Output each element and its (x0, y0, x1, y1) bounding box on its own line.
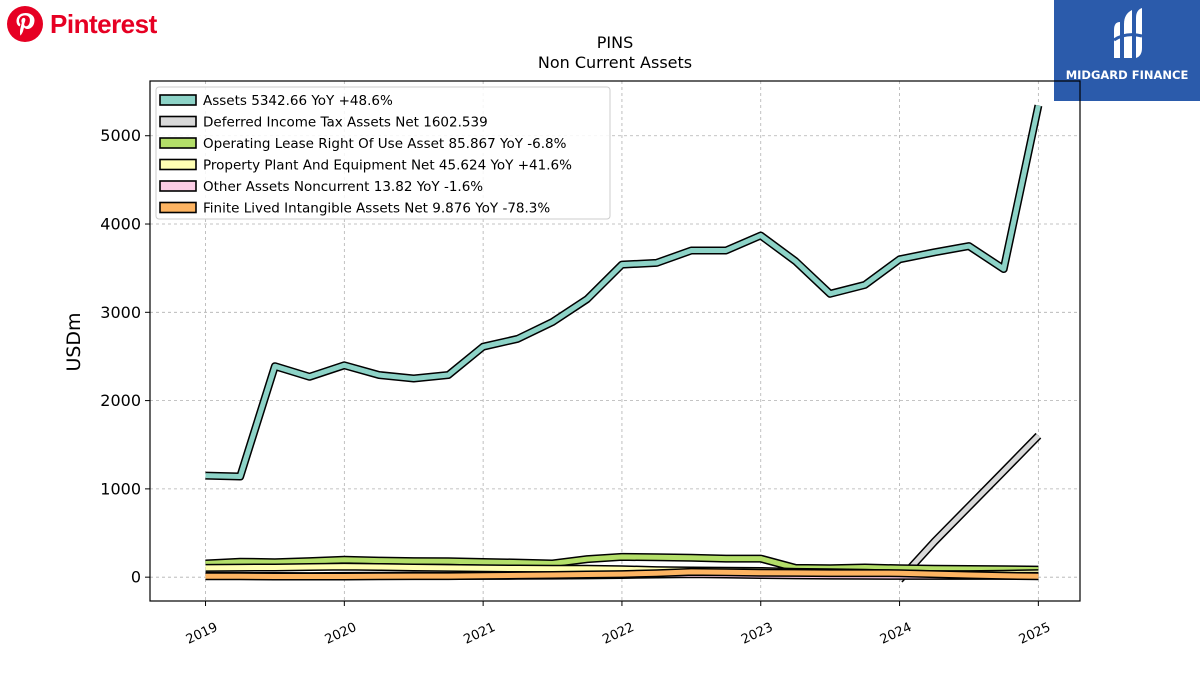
series-line-fill (897, 433, 1041, 582)
x-tick-label: 2020 (323, 620, 359, 648)
chart-subtitle: Non Current Assets (538, 53, 692, 72)
pinterest-logo-icon (7, 6, 43, 42)
x-tick-label: 2022 (600, 620, 636, 648)
y-tick-label: 5000 (100, 126, 141, 145)
legend-swatch (159, 115, 197, 128)
legend-label: Property Plant And Equipment Net 45.624 … (203, 158, 572, 174)
legend: Assets 5342.66 YoY +48.6% Deferred Income… (155, 86, 611, 220)
chart-title: PINS (597, 33, 634, 52)
legend-box (155, 86, 611, 220)
legend-label: Deferred Income Tax Assets Net 1602.539 (203, 115, 488, 131)
y-tick-label: 2000 (100, 391, 141, 410)
legend-label: Operating Lease Right Of Use Asset 85.86… (203, 136, 567, 152)
y-tick-label: 3000 (100, 303, 141, 322)
legend-swatch (159, 201, 197, 214)
series-line (896, 432, 1042, 583)
series-line (205, 567, 1039, 581)
legend-swatch (159, 137, 197, 149)
legend-swatch (159, 180, 197, 192)
y-tick-label: 4000 (100, 215, 141, 234)
y-axis-label: USDm (63, 312, 85, 371)
legend-label: Other Assets Noncurrent 13.82 YoY -1.6% (203, 179, 483, 195)
pinterest-brand: Pinterest (6, 5, 157, 43)
legend-swatch (159, 94, 197, 106)
series-line-fill (205, 569, 1039, 579)
midgard-logo-icon (1113, 8, 1143, 58)
legend-label: Assets 5342.66 YoY +48.6% (203, 93, 393, 109)
x-tick-label: 2021 (461, 620, 497, 648)
series-line (205, 104, 1043, 481)
x-tick-label: 2025 (1017, 620, 1053, 648)
legend-label: Finite Lived Intangible Assets Net 9.876… (203, 201, 550, 217)
series-line-fill (205, 554, 1039, 573)
y-tick-label: 0 (131, 568, 141, 587)
x-tick-label: 2024 (878, 620, 914, 648)
brand-name: Pinterest (50, 8, 157, 39)
series-line (205, 552, 1039, 574)
series-lines (205, 104, 1043, 583)
legend-swatch (159, 158, 197, 171)
plot-frame (149, 80, 1081, 602)
x-tick-label: 2019 (184, 620, 220, 648)
y-tick-label: 1000 (100, 479, 141, 498)
x-tick-label: 2023 (739, 620, 775, 648)
partner-name: MIDGARD FINANCE (1065, 68, 1189, 82)
partner-badge: MIDGARD FINANCE (1054, 0, 1200, 101)
series-line-fill (205, 104, 1041, 479)
